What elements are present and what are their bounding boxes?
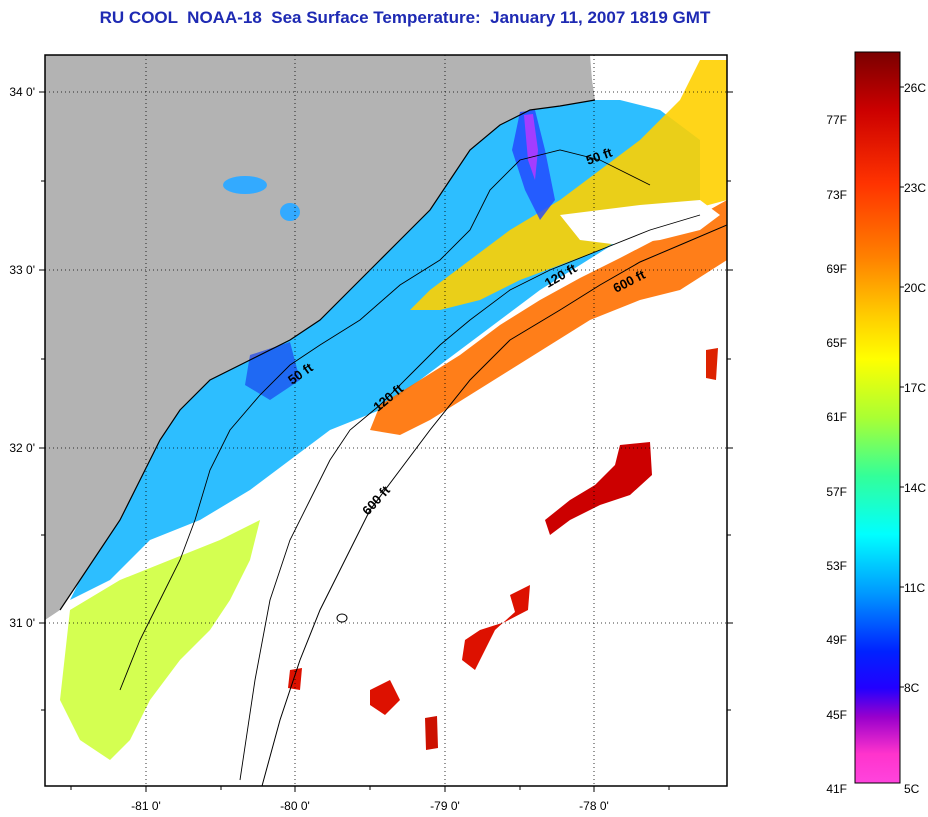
colorbar-celsius-label: 8C [904,681,920,695]
y-tick-label: 34 0' [9,85,35,99]
inland-lake-2 [280,203,300,221]
map-title: RU COOL NOAA-18 Sea Surface Temperature:… [99,8,711,27]
map-layers [45,55,727,786]
colorbar-fahrenheit-label: 49F [826,633,847,647]
x-tick-label: -81 0' [131,799,161,813]
gulf-stream-patch-5 [425,716,438,750]
southern-shelf [60,520,260,760]
map-frame [44,54,728,787]
y-tick-label: 33 0' [9,263,35,277]
colorbar-fahrenheit-label: 41F [826,782,847,796]
colorbar-celsius-label: 26C [904,81,926,95]
cloud-mask [560,200,720,245]
shelf-break-warm [370,200,727,435]
coastline [59,99,596,611]
y-tick-label: 32 0' [9,441,35,455]
colorbar-fahrenheit-label: 77F [826,113,847,127]
gulf-stream-patch-3 [370,680,400,715]
colorbar-celsius-label: 5C [904,782,920,796]
colorbar-celsius-label: 14C [904,481,926,495]
seamount-contour [336,613,348,623]
contour-120ft [239,214,701,781]
x-tick-label: -80 0' [280,799,310,813]
inland-lake [223,176,267,194]
colorbar-fahrenheit-label: 53F [826,559,847,573]
gulf-stream-patch-1 [545,442,652,535]
land-mass [45,55,595,620]
cloud-mask-2 [290,460,340,510]
gulf-stream-patch-6 [706,348,718,380]
colorbar-fahrenheit-label: 61F [826,410,847,424]
graticule [45,55,727,786]
colorbar [854,51,901,784]
cold-violet [524,114,538,180]
contour-50ft [119,149,651,691]
colorbar-fahrenheit-label: 45F [826,708,847,722]
colorbar-fahrenheit-label: 65F [826,336,847,350]
colorbar-ticks [900,86,904,688]
colorbar-fahrenheit-label: 57F [826,485,847,499]
colorbar-celsius-label: 11C [904,581,925,595]
colorbar-celsius-label: 20C [904,281,926,295]
offshore-warm-water [410,60,727,310]
colorbar-fahrenheit-label: 73F [826,188,847,202]
colorbar-celsius-label: 23C [904,181,926,195]
y-tick-label: 31 0' [9,616,35,630]
colorbar-fahrenheit-label: 69F [826,262,847,276]
cold-patch-south [245,342,300,400]
x-tick-label: -78 0' [579,799,609,813]
gulf-stream-patch-2 [462,585,530,670]
axis-ticks [39,91,733,792]
x-tick-label: -79 0' [430,799,460,813]
colorbar-celsius-label: 17C [904,381,926,395]
contour-600ft [261,224,727,786]
